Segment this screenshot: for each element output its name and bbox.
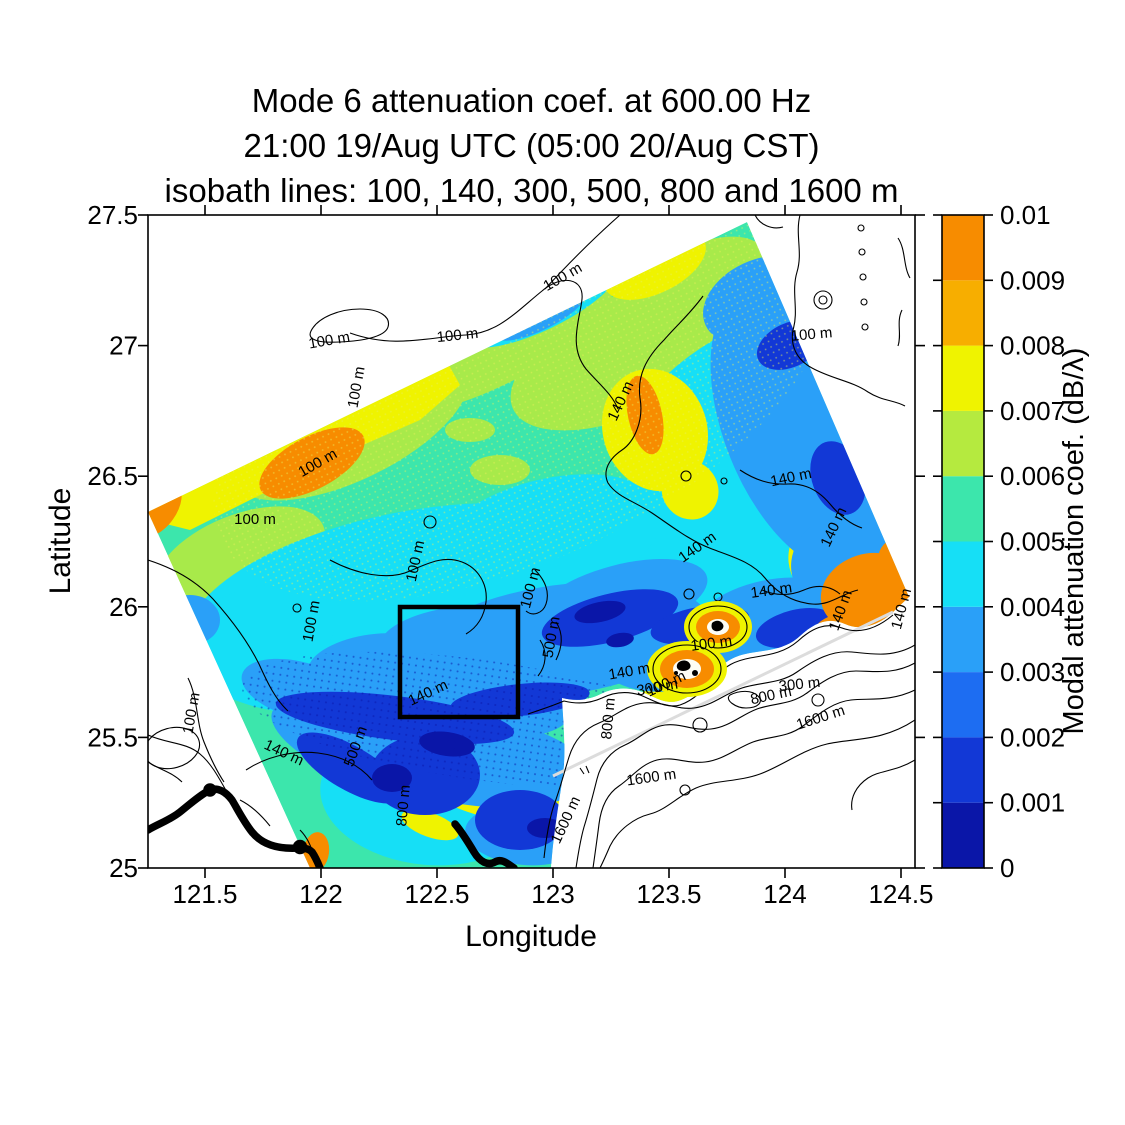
isobath-label: 100 m — [180, 691, 204, 735]
colorbar-tick-label: 0.005 — [1000, 527, 1065, 557]
x-tick-label: 124.5 — [868, 879, 933, 909]
island-contour — [652, 644, 722, 694]
colorbar-band — [942, 345, 984, 411]
x-tick-label: 122 — [299, 879, 342, 909]
colorbar-band — [942, 672, 984, 738]
isobath-label: 800 m — [393, 784, 414, 827]
isobath-label: 100 m — [307, 329, 351, 353]
x-axis: 121.5 122 122.5 123 123.5 124 124.5 — [172, 205, 934, 909]
isobath-label: 500 m — [540, 615, 564, 659]
isobath-label: 100 m — [790, 324, 833, 345]
dither-speckle — [213, 222, 827, 602]
colorbar-band — [942, 476, 984, 542]
isobath-label: 140 m — [750, 579, 794, 602]
isobath-label: 300 m — [778, 674, 821, 695]
x-tick-label: 121.5 — [172, 879, 237, 909]
isobath-label: 100 m — [345, 365, 369, 409]
island-land — [692, 670, 698, 676]
colorbar: 0 0.001 0.002 0.003 0.004 0.005 0.006 0.007 0.00… — [933, 200, 1090, 883]
isobath-label: 100 m — [300, 599, 324, 643]
colorbar-band — [942, 215, 984, 281]
masked-grid-edge — [552, 610, 894, 778]
island-land — [676, 660, 691, 671]
y-tick-label: 27.5 — [87, 200, 138, 230]
isobath-label: 100 m — [234, 511, 276, 528]
colorbar-tick-label: 0.009 — [1000, 265, 1065, 295]
isobath-label: 140 m — [607, 660, 651, 684]
colorbar-band — [942, 802, 984, 868]
map-area — [148, 215, 915, 868]
isobath-label: 100 m — [436, 325, 479, 346]
colorbar-band — [942, 280, 984, 346]
colorbar-tick-label: 0.001 — [1000, 788, 1065, 818]
axis-titles: Longitude Latitude — [44, 488, 597, 953]
y-tick-label: 25 — [109, 853, 138, 883]
colorbar-band — [942, 737, 984, 803]
isobath-label: 800 m — [749, 683, 793, 708]
colorbar-tick-label: 0 — [1000, 853, 1014, 883]
island — [647, 641, 727, 697]
chart-subtitle-time: 21:00 19/Aug UTC (05:00 20/Aug CST) — [243, 127, 820, 164]
isobath-contours — [148, 215, 915, 868]
y-axis-title: Latitude — [44, 488, 77, 595]
isobath-label: 800 m — [598, 697, 619, 740]
island-contour — [688, 605, 748, 649]
colorbar-tick-label: 0.002 — [1000, 722, 1065, 752]
y-tick-label: 25.5 — [87, 722, 138, 752]
study-area-box — [397, 604, 521, 720]
x-axis-title: Longitude — [465, 920, 597, 953]
isobath-label: 300 m — [635, 676, 679, 700]
isobath-label: 1600 m — [625, 766, 677, 790]
colorbar-band — [942, 606, 984, 673]
island-land — [674, 671, 678, 675]
colorbar-tick-label: 0.004 — [1000, 592, 1065, 622]
y-axis: 25 25.5 26 26.5 27 27.5 — [87, 200, 925, 883]
colorbar-title: Modal attenuation coef. (dB/λ) — [1058, 348, 1090, 735]
colorbar-tick-label: 0.01 — [1000, 200, 1051, 230]
colorbar-tick-label: 0.003 — [1000, 657, 1065, 687]
isobath-label: 100 m — [690, 632, 734, 655]
y-tick-label: 27 — [109, 331, 138, 361]
plot-frame — [147, 214, 916, 869]
isobath-label: 100 m — [540, 259, 585, 295]
y-tick-label: 26 — [109, 592, 138, 622]
x-tick-label: 122.5 — [404, 879, 469, 909]
island-land — [711, 620, 724, 632]
coastline — [148, 783, 518, 868]
colorbar-tick-label: 0.006 — [1000, 461, 1065, 491]
colorbar-tick-label: 0.007 — [1000, 396, 1065, 426]
colorbar-tick-label: 0.008 — [1000, 331, 1065, 361]
chart-subtitle-isobaths: isobath lines: 100, 140, 300, 500, 800 a… — [164, 172, 899, 209]
colorbar-band — [942, 410, 984, 477]
x-tick-label: 123.5 — [636, 879, 701, 909]
x-tick-label: 124 — [763, 879, 806, 909]
chart-title-block: Mode 6 attenuation coef. at 600.00 Hz 21… — [0, 78, 1063, 213]
island — [684, 601, 752, 653]
isobath-label: 1600 m — [794, 702, 847, 734]
x-tick-label: 123 — [531, 879, 574, 909]
y-tick-label: 26.5 — [87, 461, 138, 491]
chart-title: Mode 6 attenuation coef. at 600.00 Hz — [251, 82, 812, 119]
colorbar-band — [942, 541, 984, 607]
attenuation-field — [148, 222, 909, 868]
